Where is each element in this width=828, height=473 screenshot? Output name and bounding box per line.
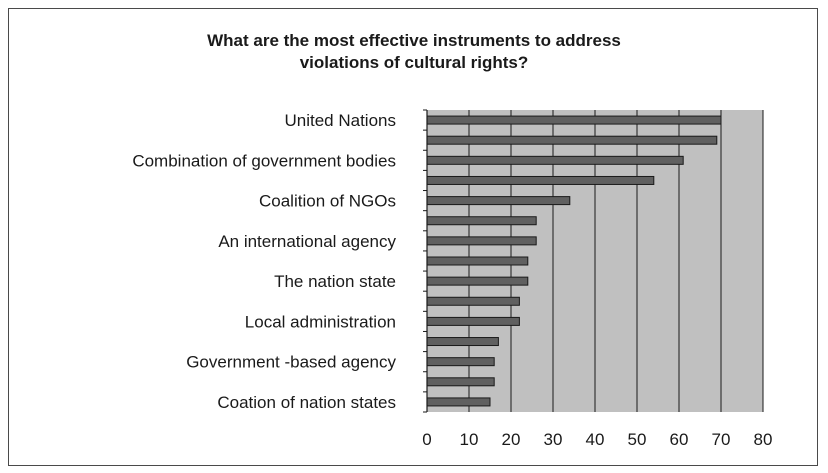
chart-title-line-2: violations of cultural rights? xyxy=(299,53,529,72)
bar-7 xyxy=(426,236,537,246)
x-tick-label: 80 xyxy=(754,430,773,449)
chart-title: What are the most effective instruments … xyxy=(0,30,828,74)
x-tick-label: 0 xyxy=(422,430,431,449)
bar-9 xyxy=(426,276,529,286)
x-tick-label: 60 xyxy=(670,430,689,449)
bar-14 xyxy=(426,377,495,387)
x-tick-label: 40 xyxy=(586,430,605,449)
bar-2 xyxy=(426,135,718,145)
bar-4 xyxy=(426,175,655,185)
bar-5 xyxy=(426,196,571,206)
chart-title-line-1: What are the most effective instruments … xyxy=(207,31,621,50)
bar-8 xyxy=(426,256,529,266)
x-tick-label: 30 xyxy=(544,430,563,449)
bar-13 xyxy=(426,357,495,367)
category-label: Government -based agency xyxy=(186,353,396,372)
bar-15 xyxy=(426,397,491,407)
category-label: Local administration xyxy=(245,312,396,331)
bar-12 xyxy=(426,337,499,347)
x-tick-label: 50 xyxy=(628,430,647,449)
bar-11 xyxy=(426,316,520,326)
x-tick-label: 20 xyxy=(502,430,521,449)
bar-6 xyxy=(426,216,537,226)
bar-1 xyxy=(426,115,722,125)
bar-3 xyxy=(426,155,684,165)
x-tick-label: 70 xyxy=(712,430,731,449)
category-label: Coation of nation states xyxy=(217,393,396,412)
category-label: United Nations xyxy=(284,111,396,130)
category-label: Coalition of NGOs xyxy=(259,192,396,211)
bar-10 xyxy=(426,296,520,306)
category-label: An international agency xyxy=(218,232,396,251)
category-label: The nation state xyxy=(274,272,396,291)
x-tick-label: 10 xyxy=(460,430,479,449)
category-label: Combination of government bodies xyxy=(132,151,396,170)
